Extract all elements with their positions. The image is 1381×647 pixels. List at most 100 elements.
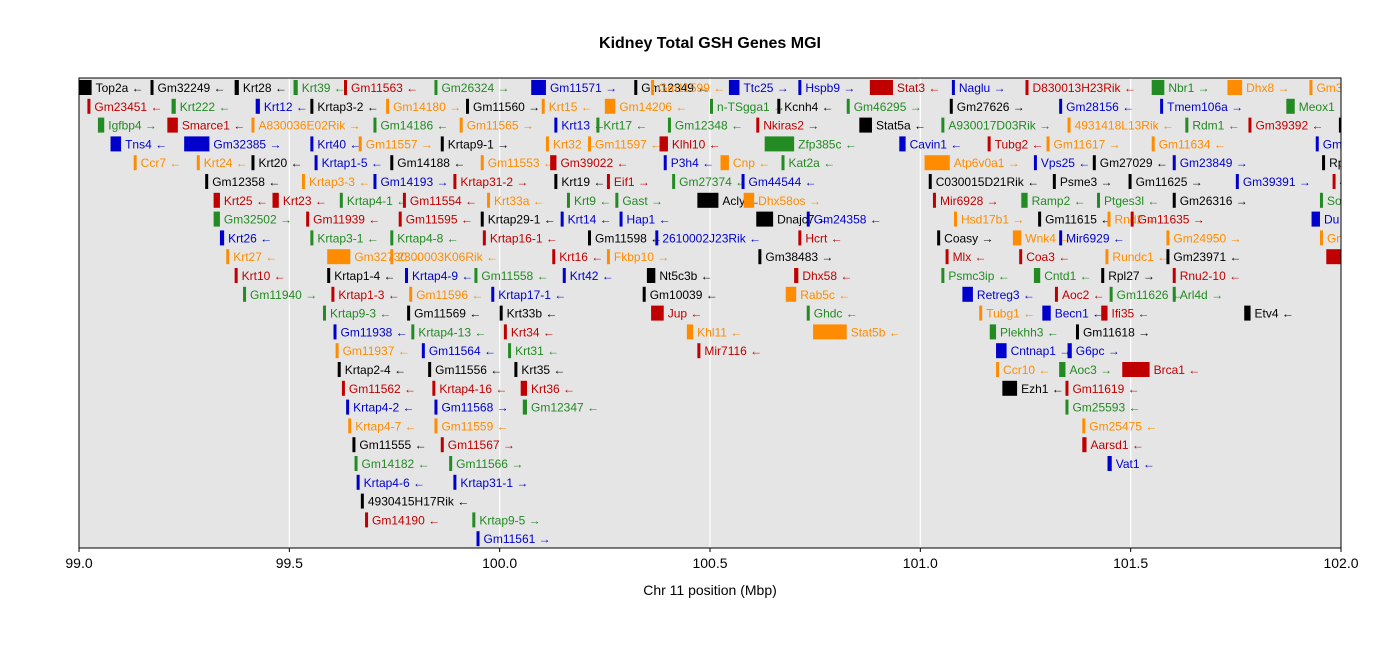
- gene-bar: [663, 155, 667, 171]
- gene-label: Hspb9 →: [805, 81, 855, 95]
- gene-bar: [697, 343, 701, 359]
- gene-meox1: Meox1 ←: [1286, 98, 1341, 114]
- gene-gm11937: Gm11937 ←: [335, 343, 410, 359]
- gene-bar: [440, 136, 444, 152]
- gene-bar: [545, 136, 549, 152]
- gene-label: G6pc →: [1076, 344, 1120, 358]
- gene-label: C030015D21Rik ←: [936, 175, 1039, 189]
- gene-unnamed: [1326, 249, 1341, 265]
- gene-label: Gm11938 ←: [341, 325, 408, 339]
- gene-gm11939: Gm11939 ←: [306, 211, 380, 227]
- gene-bar: [1319, 192, 1323, 208]
- gene-label: 2300003K06Rik ←: [397, 250, 498, 264]
- gene-bar: [310, 98, 314, 114]
- gene-label: Ccr10 ←: [1003, 363, 1050, 377]
- gene-bar: [1172, 286, 1176, 302]
- gene-label: Krtap4-7 ←: [355, 419, 416, 433]
- gene-gm25593: Gm25593 ←: [1065, 399, 1141, 415]
- gene-label: Rab5c ←: [800, 288, 850, 302]
- gene-bar: [167, 117, 178, 133]
- gene-bar: [798, 80, 802, 95]
- gene-tns4: Tns4 ←: [110, 136, 167, 152]
- gene-gm12358: Gm12358 ←: [205, 174, 280, 189]
- gene-bar: [1025, 80, 1029, 95]
- gene-bar: [651, 80, 655, 95]
- gene-label: Gm24358 ←: [814, 213, 882, 227]
- gene-label: Gm25593 ←: [1072, 401, 1140, 415]
- gene-bar: [1166, 230, 1170, 246]
- gene-label: Rnu2-10 ←: [1180, 269, 1241, 283]
- gene-bar: [596, 117, 600, 133]
- gene-aoc3: Aoc3 →: [1059, 362, 1112, 377]
- gene-label: Gm14193 →: [380, 175, 448, 189]
- gene-bar: [1322, 155, 1326, 171]
- gene-bar: [1286, 98, 1295, 114]
- gene-bar: [480, 155, 484, 171]
- chart-title: Kidney Total GSH Genes MGI: [599, 35, 821, 52]
- gene-krt12: Krt12 ←: [255, 98, 308, 114]
- gene-bar: [272, 192, 279, 208]
- gene-bar: [234, 80, 239, 95]
- gene-label: Dnajc7 ←: [777, 213, 830, 227]
- gene-bar: [333, 324, 337, 340]
- gene-label: Gm11563 ←: [351, 81, 418, 95]
- gene-label: Krtap1-4 ←: [334, 269, 395, 283]
- gene-label: Krtap3-3 ←: [309, 175, 370, 189]
- gene-bar: [402, 192, 406, 208]
- gene-label: Ttc25 →: [743, 81, 788, 95]
- gene-fkbp10: Fkbp10 →: [606, 249, 669, 265]
- gene-cnp: Cnp ←: [720, 155, 770, 171]
- gene-label: Gm11554 ←: [410, 194, 477, 208]
- gene-bar: [667, 117, 671, 133]
- gene-bar: [686, 324, 694, 340]
- gene-bar: [743, 192, 755, 208]
- gene-label: Krt36 ←: [531, 382, 575, 396]
- gene-bar: [646, 268, 656, 283]
- gene-gm26316: Gm26316 →: [1172, 192, 1248, 208]
- gene-krt24: Krt24 ←: [196, 155, 248, 171]
- gene-label: Becn1 ←: [1055, 307, 1104, 321]
- gene-bar: [846, 98, 850, 114]
- gene-bar: [1052, 174, 1056, 189]
- gene-bar: [341, 380, 345, 396]
- gene-gm26324: Gm26324 →: [434, 80, 510, 95]
- gene-krt15: Krt15 ←: [541, 98, 593, 114]
- gene-bar: [1019, 249, 1023, 265]
- gene-label: Hsd17b1 →: [961, 213, 1024, 227]
- gene-gm11599: Gm11599 ←: [651, 80, 725, 95]
- gene-bar: [360, 493, 364, 509]
- gene-krt36: Krt36 ←: [520, 380, 575, 396]
- gene-gm11553: Gm11553 ←: [480, 155, 555, 171]
- gene-hspb9: Hspb9 →: [798, 80, 855, 95]
- gene-tubg2: Tubg2 ←: [987, 136, 1044, 152]
- gene-bar: [1315, 136, 1319, 152]
- gene-bar: [941, 117, 945, 133]
- gene-label: Gm46295 →: [854, 100, 922, 114]
- gene-gm10039: Gm10039 ←: [642, 286, 718, 302]
- gene-kat2a: Kat2a ←: [781, 155, 835, 171]
- gene-label: Ifi35 ←: [1112, 307, 1150, 321]
- gene-bar: [987, 136, 991, 152]
- gene-label: D830013H23Rik ←: [1033, 81, 1136, 95]
- gene-bar: [243, 286, 247, 302]
- gene-label: Gm11571 →: [550, 81, 617, 95]
- gene-krtap4-9: Krtap4-9 ←: [405, 268, 473, 283]
- gene-label: Psme3 →: [1060, 175, 1113, 189]
- gene-bar: [499, 305, 503, 321]
- gene-label: 4930415H17Rik ←: [368, 495, 469, 509]
- gene-gast: Gast →: [615, 192, 663, 208]
- gene-hcrt: Hcrt ←: [798, 230, 843, 246]
- gene-label: Gm11564 ←: [429, 344, 496, 358]
- gene-cavin1: Cavin1 ←: [899, 136, 962, 152]
- gene-bar: [503, 324, 507, 340]
- gene-label: Gm38483 →: [765, 250, 833, 264]
- gene-gm14188: Gm14188 ←: [390, 155, 465, 171]
- gene-bar: [531, 80, 546, 95]
- gene-bar: [234, 268, 238, 283]
- gene-label: Krt20 ←: [258, 156, 302, 170]
- gene-mir6928: Mir6928 →: [932, 192, 999, 208]
- gene-label: Krt42 ←: [570, 269, 614, 283]
- gene-bar: [476, 531, 480, 547]
- gene-label: Krtap9-3 ←: [330, 307, 391, 321]
- gene-bar: [1059, 362, 1066, 377]
